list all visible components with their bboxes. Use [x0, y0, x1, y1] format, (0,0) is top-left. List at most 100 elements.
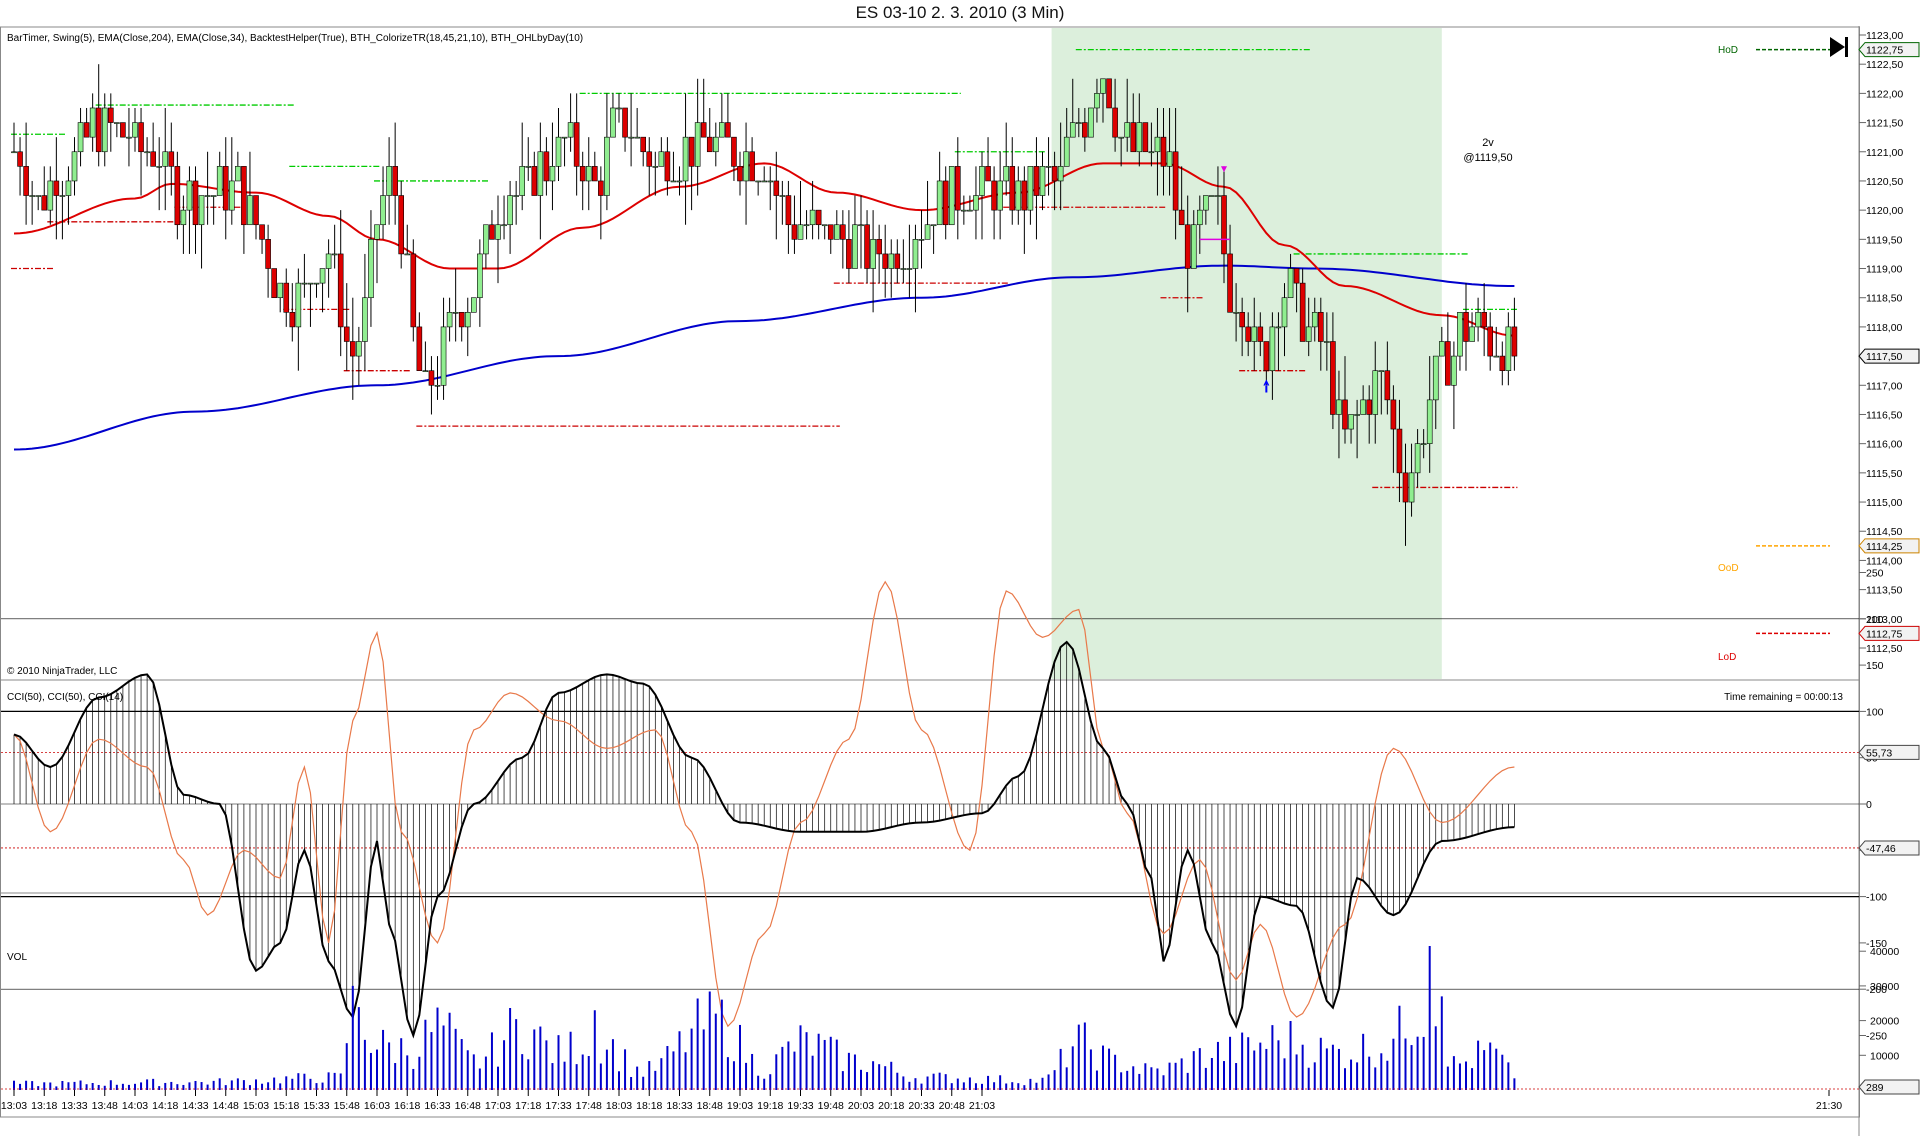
candle-body: [380, 195, 386, 226]
price-tick-label: 1113,50: [1866, 585, 1903, 597]
candle-body: [604, 136, 610, 196]
candle-body: [174, 166, 181, 226]
candle-body: [1402, 472, 1409, 503]
price-tick-label: 1122,00: [1866, 88, 1903, 100]
candle-body: [773, 180, 780, 196]
candle-body: [1039, 166, 1046, 196]
hod-label-group: HoD: [1718, 45, 1738, 56]
x-tick-label: 20:33: [908, 1100, 934, 1112]
x-tick-label: 21:30: [1816, 1100, 1842, 1112]
cci-tick-label: 200: [1866, 614, 1884, 626]
x-tick-label: 15:33: [303, 1100, 329, 1112]
candle-body: [1027, 166, 1034, 211]
candle-body: [1033, 166, 1040, 196]
candle-body: [634, 136, 640, 139]
candle-body: [277, 282, 284, 299]
candle-body: [222, 166, 229, 211]
candle-body: [1318, 312, 1324, 342]
price-tick-label: 1113,00: [1866, 614, 1903, 626]
candle-body: [1203, 195, 1209, 211]
price-tick-label: 1116,50: [1866, 409, 1903, 421]
candle-body: [1063, 136, 1070, 167]
candle-body: [954, 166, 961, 211]
candle-body: [942, 180, 949, 226]
candle-body: [1390, 399, 1397, 430]
candle-body: [1082, 122, 1088, 138]
x-tick-label: 13:18: [31, 1100, 57, 1112]
candle-body: [144, 151, 150, 154]
candle-body: [23, 166, 29, 196]
price-marker-tag-text: 1114,25: [1866, 541, 1903, 553]
candle-body: [694, 122, 701, 167]
candle-body: [712, 136, 719, 153]
candle-body: [967, 209, 973, 212]
x-tick-label: 19:48: [818, 1100, 844, 1112]
candle-body: [791, 224, 798, 240]
price-marker-tag: [1858, 538, 1920, 554]
price-marker-tag: [1858, 625, 1920, 641]
lod-label: LoD: [1718, 652, 1736, 663]
cci50-line: [13, 640, 1515, 1039]
candle-body: [483, 224, 489, 255]
candle-body: [979, 166, 985, 196]
candle-body: [150, 151, 156, 167]
candle-body: [331, 253, 338, 256]
candlesticks-layer[interactable]: [11, 64, 1518, 546]
x-tick-label: 13:33: [61, 1100, 87, 1112]
candle-body: [180, 209, 187, 226]
candle-body: [168, 151, 175, 167]
candle-body: [477, 253, 483, 299]
candle-body: [204, 195, 211, 197]
candle-body: [271, 268, 277, 299]
candle-body: [1311, 312, 1318, 328]
volume-marker-tag-text: 289: [1866, 1082, 1884, 1094]
price-tick-label: 1114,50: [1866, 526, 1903, 538]
candle-body: [1269, 326, 1276, 371]
candle-body: [513, 195, 519, 197]
price-tick-label: 1117,00: [1866, 380, 1903, 392]
candle-body: [77, 122, 84, 153]
candle-body: [289, 312, 296, 328]
candle-body: [985, 166, 991, 182]
x-tick-label: 15:48: [334, 1100, 360, 1112]
candle-body: [428, 370, 435, 386]
candle-body: [973, 195, 979, 211]
candle-body: [349, 341, 356, 357]
ema-lines-layer: [13, 162, 1515, 451]
candle-body: [120, 122, 126, 138]
candle-body: [1366, 399, 1372, 415]
candle-body: [573, 122, 580, 167]
indicator-label: BarTimer, Swing(5), EMA(Close,204), EMA(…: [7, 33, 583, 44]
x-tick-label: 21:03: [969, 1100, 995, 1112]
candle-body: [162, 151, 169, 167]
candle-body: [295, 282, 302, 328]
candle-body: [864, 224, 870, 269]
candle-body: [283, 282, 290, 313]
candle-body: [1015, 180, 1022, 211]
cci14-line: [13, 580, 1515, 1028]
candle-body: [652, 166, 659, 168]
candle-body: [658, 151, 665, 167]
candle-body: [1439, 341, 1445, 357]
candle-body: [47, 180, 54, 211]
candle-body: [410, 253, 417, 328]
candle-body: [1142, 122, 1149, 153]
candle-body: [1130, 122, 1137, 153]
cci-tick-label: -150: [1866, 938, 1887, 950]
volume-tick-label: 40000: [1870, 946, 1899, 958]
chart-area[interactable]: 1123,00 1122,50 1122,00 1121,50 1121,00 1120,…: [0, 26, 1920, 1136]
candle-body: [846, 239, 852, 269]
candle-body: [1354, 414, 1360, 416]
candle-body: [398, 195, 405, 255]
candle-body: [1457, 312, 1463, 357]
candle-body: [598, 180, 604, 196]
candle-body: [1263, 341, 1270, 371]
x-tick-label: 14:18: [152, 1100, 178, 1112]
candle-body: [59, 195, 66, 197]
trade-annotation-qty: 2v: [1482, 137, 1494, 149]
skip-to-end-icon[interactable]: [1830, 37, 1848, 57]
candle-body: [1408, 472, 1415, 503]
candle-body: [216, 166, 223, 196]
candle-body: [495, 224, 501, 240]
candle-body: [676, 180, 683, 183]
